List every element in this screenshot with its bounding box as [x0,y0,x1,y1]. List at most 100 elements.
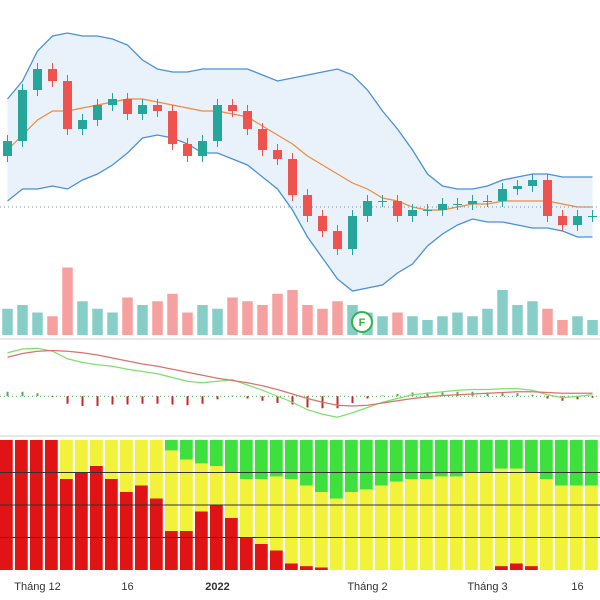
stack-segment [105,479,118,570]
stack-segment [555,440,568,486]
volume-bar [317,308,328,335]
volume-bar [257,305,268,335]
annotation-text: F [359,317,366,329]
stack-segment [585,440,598,486]
candle-body [378,201,387,202]
stack-segment [60,479,73,570]
x-tick-label: Tháng 12 [14,581,60,593]
histogram-bar [81,396,84,406]
volume-bar [197,305,208,335]
stack-segment [300,485,313,567]
stack-segment [375,440,388,486]
stack-segment [555,485,568,570]
stack-segment [285,563,298,570]
histogram-bar [381,395,384,397]
volume-bar [242,301,253,335]
histogram-bar [231,395,234,397]
stack-segment [60,440,73,479]
x-tick-label: Tháng 2 [347,581,387,593]
x-tick-label: 2022 [205,581,229,593]
candle-body [558,216,567,225]
stack-segment [480,472,493,570]
volume-bar [77,301,88,335]
stack-segment [240,537,253,570]
histogram-bar [531,394,534,397]
candle-body [543,180,552,216]
histogram-bar [126,396,129,405]
stack-segment [240,440,253,479]
stack-segment [495,468,508,567]
candle-body [63,81,72,129]
x-tick-label: 16 [571,581,583,593]
volume-bar [47,316,58,335]
stack-segment [330,498,343,570]
volume-bar [452,312,463,335]
stack-segment [540,440,553,479]
volume-bar [332,301,343,335]
stack-segment [525,440,538,473]
stack-segment [120,492,133,570]
stack-segment [180,459,193,531]
candle-body [333,231,342,249]
stack-segment [120,440,133,492]
candle-body [168,111,177,144]
stack-segment [585,485,598,570]
stack-segment [300,440,313,486]
volume-bar [302,305,313,335]
histogram-bar [141,396,144,404]
histogram-bar [186,396,189,406]
stack-segment [570,485,583,570]
stack-segment [420,479,433,570]
stack-segment [135,440,148,486]
histogram-bar [171,396,174,405]
candle-body [528,180,537,186]
band-upper [7,32,593,190]
histogram-bar [111,396,114,405]
stack-segment [285,479,298,564]
stack-segment [450,440,463,477]
candle-body [408,210,417,216]
annotation-badge [351,311,373,333]
candle-body [258,129,267,150]
candle-body [483,201,492,202]
stack-segment [195,440,208,464]
stack-segment [135,485,148,570]
stack-segment [435,440,448,477]
candle-body [498,189,507,201]
x-tick-label: Tháng 3 [467,581,507,593]
stack-segment [390,481,403,570]
stack-segment [225,518,238,570]
stack-segment [165,440,178,451]
volume-bar [572,316,583,335]
candle-body [423,210,432,211]
candle-body [3,141,12,156]
stack-segment [255,544,268,570]
volume-bar [227,297,238,335]
candle-body [453,204,462,205]
stack-segment [570,440,583,486]
stack-segment [525,472,538,567]
histogram-bar [501,392,504,397]
stack-segment [315,440,328,492]
stack-segment [225,472,238,518]
histogram-bar [561,396,564,401]
volume-bar [122,297,133,335]
candle-body [48,69,57,81]
stack-segment [150,498,163,570]
candle-body [468,201,477,204]
volume-bar [437,316,448,335]
volume-bar [212,308,223,335]
stack-segment [165,531,178,570]
volume-bar [182,312,193,335]
histogram-bar [396,394,399,397]
stack-segment [180,531,193,570]
volume-bar [107,312,118,335]
stack-segment [420,440,433,479]
candle-body [78,120,87,129]
stack-segment [270,476,283,551]
stack-segment [210,466,223,505]
volume-bar [92,308,103,335]
candle-body [588,216,597,217]
candle-body [318,216,327,231]
histogram-bar [6,391,9,397]
